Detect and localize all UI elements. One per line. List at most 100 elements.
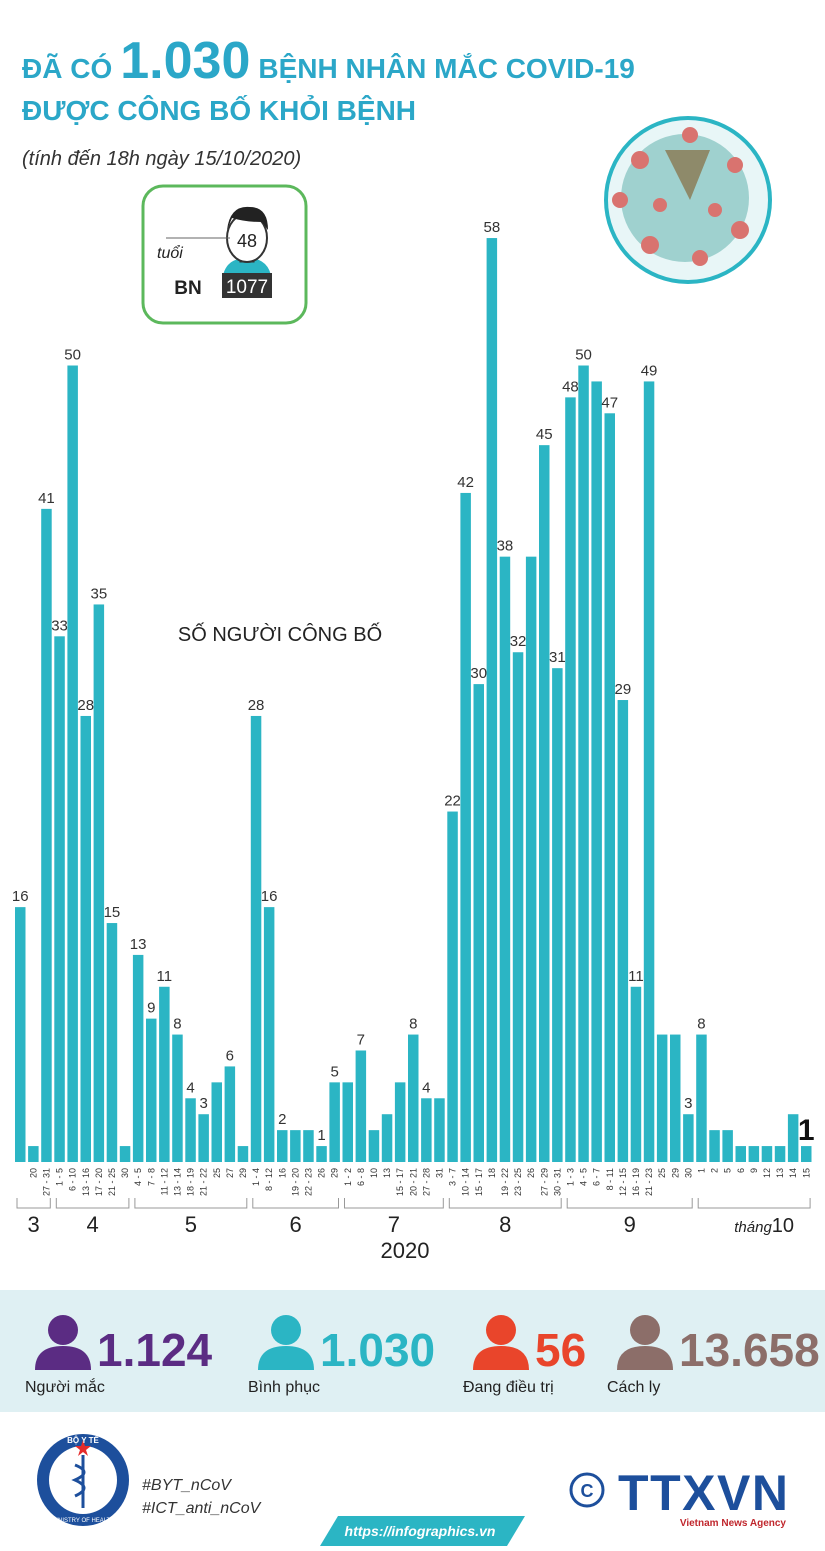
x-tick-label: 7 - 8 [146, 1168, 156, 1186]
value-label: 13 [130, 936, 147, 953]
x-tick-label: 6 - 8 [356, 1168, 366, 1186]
bar [355, 1050, 367, 1162]
stat-label: Đang điều trị [463, 1379, 554, 1396]
bar [774, 1146, 786, 1162]
title-number: 1.030 [120, 32, 250, 90]
x-tick-label: 29 [330, 1168, 340, 1178]
value-label: 32 [510, 633, 527, 650]
month-label: 5 [185, 1212, 197, 1237]
bar [421, 1098, 432, 1162]
legend-box [141, 184, 308, 325]
x-tick-label: 27 - 29 [539, 1168, 549, 1196]
value-label: 11 [628, 968, 644, 985]
logo-bottom: MINISTRY OF HEALTH [51, 1518, 114, 1524]
url-band [320, 1516, 525, 1546]
value-label: 48 [562, 378, 579, 395]
bar [408, 1034, 419, 1162]
stat-value: 56 [535, 1324, 586, 1376]
bar [735, 1146, 746, 1162]
stats-band [0, 1290, 825, 1412]
x-tick-label: 31 [434, 1168, 444, 1178]
bar [119, 1146, 131, 1162]
bar [146, 1018, 157, 1162]
copyright-icon [569, 1472, 605, 1508]
x-tick-label: 12 - 15 [618, 1168, 628, 1196]
year-label: 2020 [381, 1238, 430, 1263]
stat-icon-body [258, 1346, 314, 1370]
month-bracket [448, 1198, 562, 1209]
value-label-highlight: 1 [798, 1114, 815, 1147]
value-label: 16 [12, 888, 29, 905]
bar [670, 1034, 681, 1162]
x-tick-label: 18 - 19 [186, 1168, 196, 1196]
month-label: 9 [624, 1212, 636, 1237]
bar [250, 715, 262, 1162]
value-label: 33 [51, 617, 68, 634]
x-tick-label: 8 - 11 [605, 1168, 615, 1190]
stat-icon-head [486, 1315, 516, 1345]
value-label: 4 [422, 1079, 430, 1096]
x-tick-label: 15 - 17 [395, 1168, 405, 1196]
month-label: 4 [86, 1212, 98, 1237]
value-label: 58 [484, 219, 501, 236]
bar [656, 1034, 668, 1162]
bar [447, 811, 458, 1162]
bar [434, 1098, 445, 1162]
x-tick-label: 3 - 7 [448, 1168, 458, 1186]
chart-title: SỐ NGƯỜI CÔNG BỐ [178, 622, 382, 646]
x-tick-label: 27 - 28 [421, 1168, 431, 1196]
bar [801, 1146, 812, 1162]
value-label: 8 [697, 1016, 705, 1033]
stat-icon-head [48, 1315, 78, 1345]
title-line2: ĐƯỢC CÔNG BỐ KHỎI BỆNH [22, 94, 416, 126]
stat-icon-body [35, 1346, 91, 1370]
x-tick-label: 6 - 10 [68, 1168, 78, 1191]
bar [499, 556, 511, 1162]
bar [41, 508, 52, 1162]
value-label: 31 [549, 649, 566, 666]
month-label: 8 [499, 1212, 511, 1237]
logo-top: BỘ Y TẾ [67, 1435, 99, 1445]
x-tick-label: 30 [683, 1168, 693, 1178]
value-label: 38 [497, 538, 514, 555]
bar [787, 1114, 799, 1162]
x-tick-label: 6 [736, 1168, 746, 1173]
bar [172, 1034, 183, 1162]
value-label: 42 [457, 474, 474, 491]
x-tick-label: 29 [238, 1168, 248, 1178]
value-label: 28 [77, 697, 94, 714]
x-tick-label: 27 - 31 [41, 1168, 51, 1196]
bar [473, 684, 484, 1162]
bar [93, 604, 105, 1162]
value-label: 45 [536, 426, 553, 443]
bar [394, 1082, 406, 1162]
bar [106, 923, 118, 1162]
bar [683, 1114, 694, 1162]
value-label: 41 [38, 490, 55, 507]
month-label: 6 [290, 1212, 302, 1237]
title: ĐÃ CÓ 1.030 BỆNH NHÂN MẮC COVID-19 [22, 32, 635, 90]
bar [80, 715, 91, 1162]
stat-value: 13.658 [679, 1324, 820, 1376]
value-label: 9 [147, 1000, 155, 1017]
value-label: 11 [157, 968, 173, 985]
x-tick-label: 1 [696, 1168, 706, 1173]
x-tick-label: 22 - 23 [303, 1168, 313, 1196]
value-label: 3 [199, 1095, 207, 1112]
stat-value: 1.124 [97, 1324, 213, 1376]
hashtag: #ICT_anti_nCoV [142, 1500, 262, 1517]
bar [486, 238, 498, 1162]
virus-illustration [604, 116, 772, 284]
bar [159, 986, 170, 1162]
x-tick-label: 30 - 31 [552, 1168, 562, 1196]
value-label: 6 [226, 1047, 234, 1064]
bar [54, 636, 65, 1162]
x-tick-label: 12 [762, 1168, 772, 1178]
bar [696, 1034, 707, 1162]
bar [368, 1130, 380, 1162]
x-tick-label: 1 - 2 [343, 1168, 353, 1186]
bar [761, 1146, 773, 1162]
bar [748, 1146, 760, 1162]
stat-label: Bình phục [248, 1379, 320, 1396]
value-label: 30 [470, 665, 487, 682]
